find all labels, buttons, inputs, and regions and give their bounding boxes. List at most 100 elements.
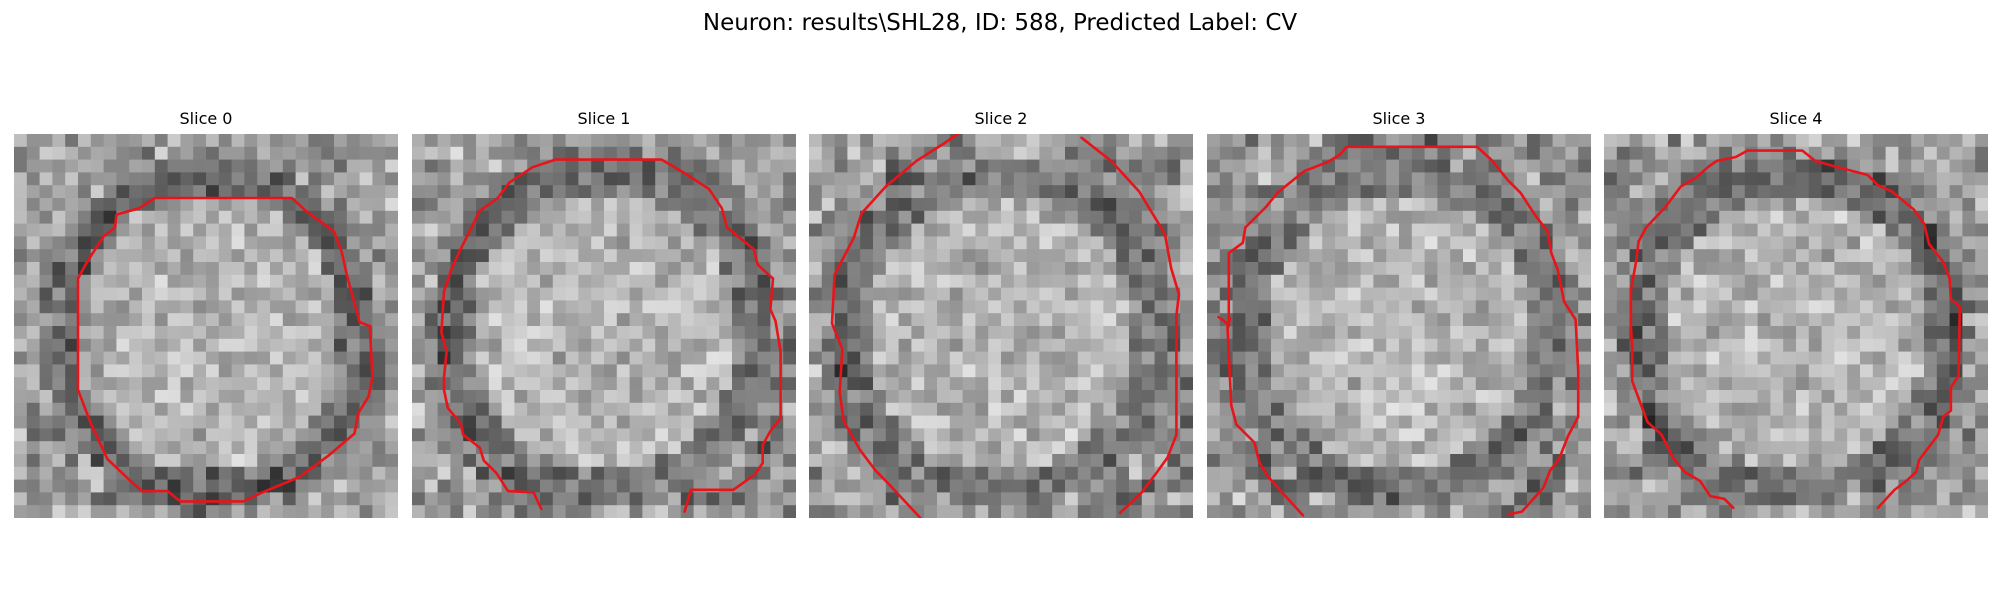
pixel [1642,159,1656,173]
neuron-contour-line [1637,149,1962,510]
pixel [1180,262,1193,276]
pixel [591,428,605,442]
pixel [1283,185,1297,199]
pixel [450,390,464,404]
pixel [1706,338,1720,352]
pixel [680,351,694,365]
pixel [604,441,618,455]
pixel [706,210,720,224]
pixel [1604,338,1618,352]
pixel [604,415,618,429]
pixel [1783,377,1797,391]
pixel [1039,287,1053,301]
pixel [911,159,925,173]
pixel [629,172,643,186]
pixel [1680,172,1694,186]
pixel [129,505,143,518]
pixel [193,210,207,224]
pixel [1001,454,1015,468]
pixel [103,479,117,493]
pixel [719,377,733,391]
pixel [1655,364,1669,378]
pixel [1975,134,1988,148]
pixel [1527,287,1541,301]
pixel [1693,377,1707,391]
pixel [885,466,899,480]
pixel [924,428,938,442]
pixel [282,326,296,340]
pixel [231,198,245,212]
pixel [1347,441,1361,455]
pixel [655,300,669,314]
pixel [90,454,104,468]
pixel [552,364,566,378]
pixel [616,223,630,237]
pixel [1744,146,1758,160]
pixel [1911,505,1925,518]
pixel [962,210,976,224]
pixel [1065,402,1079,416]
pixel [744,505,758,518]
pixel [218,249,232,263]
pixel [1796,262,1810,276]
pixel [680,402,694,416]
pixel [26,146,40,160]
pixel [385,402,398,416]
pixel [231,338,245,352]
pixel [180,454,194,468]
pixel [1604,134,1618,148]
pixel [988,402,1002,416]
pixel [1693,390,1707,404]
pixel [1885,198,1899,212]
pixel [988,198,1002,212]
pixel [1271,146,1285,160]
pixel [1616,210,1630,224]
pixel [1732,351,1746,365]
pixel [1949,249,1963,263]
pixel [1180,505,1193,518]
pixel [578,134,592,148]
pixel [1847,185,1861,199]
pixel [1154,326,1168,340]
pixel [680,287,694,301]
pixel [372,274,386,288]
pixel [334,466,348,480]
pixel [1565,479,1579,493]
pixel [1360,300,1374,314]
pixel [1026,492,1040,506]
pixel [14,338,28,352]
pixel [1565,262,1579,276]
pixel [1180,210,1193,224]
pixel [1680,351,1694,365]
pixel [270,338,284,352]
pixel [642,236,656,250]
pixel [65,185,79,199]
pixel [1783,466,1797,480]
pixel [1001,402,1015,416]
pixel [1911,338,1925,352]
pixel [1013,300,1027,314]
pixel [476,159,490,173]
pixel [334,351,348,365]
pixel [129,210,143,224]
pixel [385,454,398,468]
pixel [898,454,912,468]
pixel [1642,428,1656,442]
pixel [693,146,707,160]
pixel [1373,210,1387,224]
pixel [334,492,348,506]
pixel [39,415,53,429]
pixel [334,300,348,314]
pixel [873,326,887,340]
pixel [1322,185,1336,199]
pixel [783,415,796,429]
pixel [321,441,335,455]
pixel [1475,466,1489,480]
pixel [1757,185,1771,199]
pixel [1911,313,1925,327]
pixel [1949,326,1963,340]
pixel [1783,210,1797,224]
pixel [1129,274,1143,288]
pixel [167,249,181,263]
pixel [873,377,887,391]
